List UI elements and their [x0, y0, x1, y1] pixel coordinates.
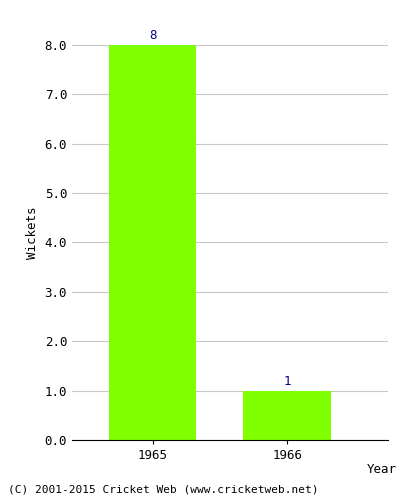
Y-axis label: Wickets: Wickets — [26, 206, 39, 259]
Text: 1: 1 — [283, 375, 291, 388]
Text: 8: 8 — [149, 30, 156, 43]
Bar — [244, 390, 331, 440]
Text: (C) 2001-2015 Cricket Web (www.cricketweb.net): (C) 2001-2015 Cricket Web (www.cricketwe… — [8, 485, 318, 495]
Bar — [109, 45, 196, 440]
X-axis label: Year: Year — [367, 463, 397, 476]
